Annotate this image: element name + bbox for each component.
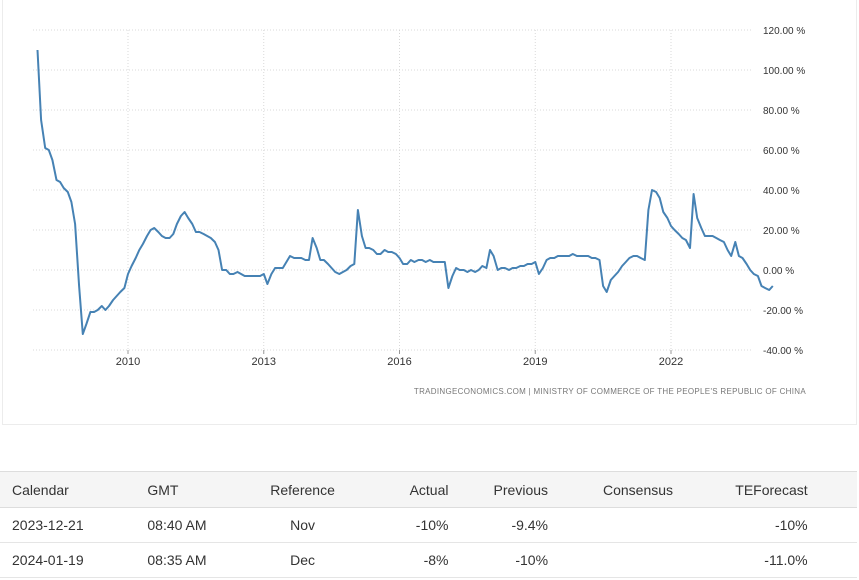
cell-date: 2024-01-19 xyxy=(0,542,136,578)
x-tick-label: 2013 xyxy=(252,356,276,368)
y-tick-label: 100.00 % xyxy=(763,66,805,77)
y-tick-label: 20.00 % xyxy=(763,226,800,237)
calendar-table: Calendar GMT Reference Actual Previous C… xyxy=(0,471,857,578)
x-tick-label: 2010 xyxy=(116,356,140,368)
cell-previous: -9.4% xyxy=(448,507,549,543)
chart-panel: 120.00 % 100.00 % 80.00 % 60.00 % 40.00 % 20.… xyxy=(2,0,857,425)
y-tick-label: 120.00 % xyxy=(763,26,805,37)
header-consensus: Consensus xyxy=(548,471,674,508)
cell-spacer xyxy=(807,507,857,543)
source-note: TRADINGECONOMICS.COM | MINISTRY OF COMME… xyxy=(414,387,806,396)
header-actual: Actual xyxy=(356,471,449,508)
header-spacer xyxy=(807,471,857,508)
cell-actual: -8% xyxy=(356,542,449,578)
cell-consensus xyxy=(548,542,674,578)
y-tick-label: 0.00 % xyxy=(763,266,794,277)
cell-gmt: 08:40 AM xyxy=(135,507,249,543)
x-tick-label: 2022 xyxy=(659,356,683,368)
y-tick-label: -40.00 % xyxy=(763,346,803,357)
cell-spacer xyxy=(807,542,857,578)
header-previous: Previous xyxy=(448,471,549,508)
header-reference: Reference xyxy=(248,471,357,508)
cell-date: 2023-12-21 xyxy=(0,507,136,543)
cell-gmt: 08:35 AM xyxy=(135,542,249,578)
cell-previous: -10% xyxy=(448,542,549,578)
line-chart: 120.00 % 100.00 % 80.00 % 60.00 % 40.00 % 20.… xyxy=(33,26,806,396)
cell-consensus xyxy=(548,507,674,543)
calendar-header-row: Calendar GMT Reference Actual Previous C… xyxy=(0,471,857,508)
cell-reference: Dec xyxy=(248,542,357,578)
x-tick-label: 2016 xyxy=(387,356,411,368)
cell-reference: Nov xyxy=(248,507,357,543)
y-tick-label: 40.00 % xyxy=(763,186,800,197)
y-tick-label: 80.00 % xyxy=(763,106,800,117)
y-tick-label: -20.00 % xyxy=(763,306,803,317)
table-row: 2024-01-19 08:35 AM Dec -8% -10% -11.0% xyxy=(0,542,857,578)
cell-actual: -10% xyxy=(356,507,449,543)
table-row: 2023-12-21 08:40 AM Nov -10% -9.4% -10% xyxy=(0,507,857,543)
header-calendar: Calendar xyxy=(0,471,136,508)
cell-teforecast: -11.0% xyxy=(673,542,808,578)
series-line xyxy=(36,49,774,335)
x-tick-label: 2019 xyxy=(523,356,547,368)
header-gmt: GMT xyxy=(135,471,249,508)
cell-teforecast: -10% xyxy=(673,507,808,543)
y-tick-label: 60.00 % xyxy=(763,146,800,157)
header-teforecast: TEForecast xyxy=(673,471,808,508)
